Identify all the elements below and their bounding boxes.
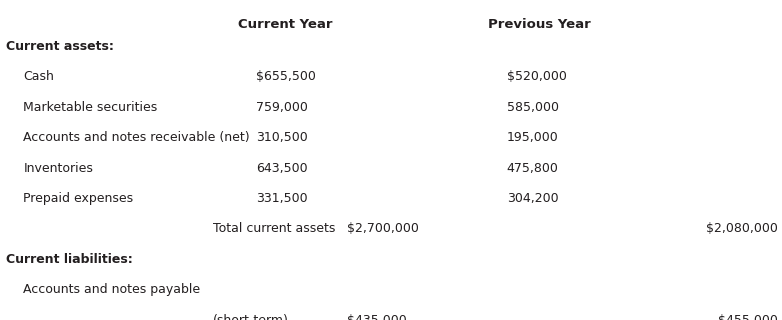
Text: Total current assets: Total current assets [213,222,335,236]
Text: Cash: Cash [23,70,54,84]
Text: 475,800: 475,800 [507,162,558,175]
Text: Previous Year: Previous Year [488,18,591,31]
Text: Prepaid expenses: Prepaid expenses [23,192,134,205]
Text: 759,000: 759,000 [256,101,308,114]
Text: 643,500: 643,500 [256,162,308,175]
Text: 585,000: 585,000 [507,101,558,114]
Text: Inventories: Inventories [23,162,93,175]
Text: Accounts and notes payable: Accounts and notes payable [23,283,201,296]
Text: 195,000: 195,000 [507,131,558,144]
Text: Marketable securities: Marketable securities [23,101,158,114]
Text: Accounts and notes receivable (net): Accounts and notes receivable (net) [23,131,250,144]
Text: Current assets:: Current assets: [6,40,114,53]
Text: $2,080,000: $2,080,000 [706,222,778,236]
Text: $520,000: $520,000 [507,70,567,84]
Text: $435,000: $435,000 [347,314,407,320]
Text: (short-term): (short-term) [213,314,289,320]
Text: $655,500: $655,500 [256,70,317,84]
Text: 304,200: 304,200 [507,192,558,205]
Text: 310,500: 310,500 [256,131,308,144]
Text: Current liabilities:: Current liabilities: [6,253,133,266]
Text: Current Year: Current Year [239,18,332,31]
Text: 331,500: 331,500 [256,192,308,205]
Text: $455,000: $455,000 [718,314,778,320]
Text: $2,700,000: $2,700,000 [347,222,419,236]
